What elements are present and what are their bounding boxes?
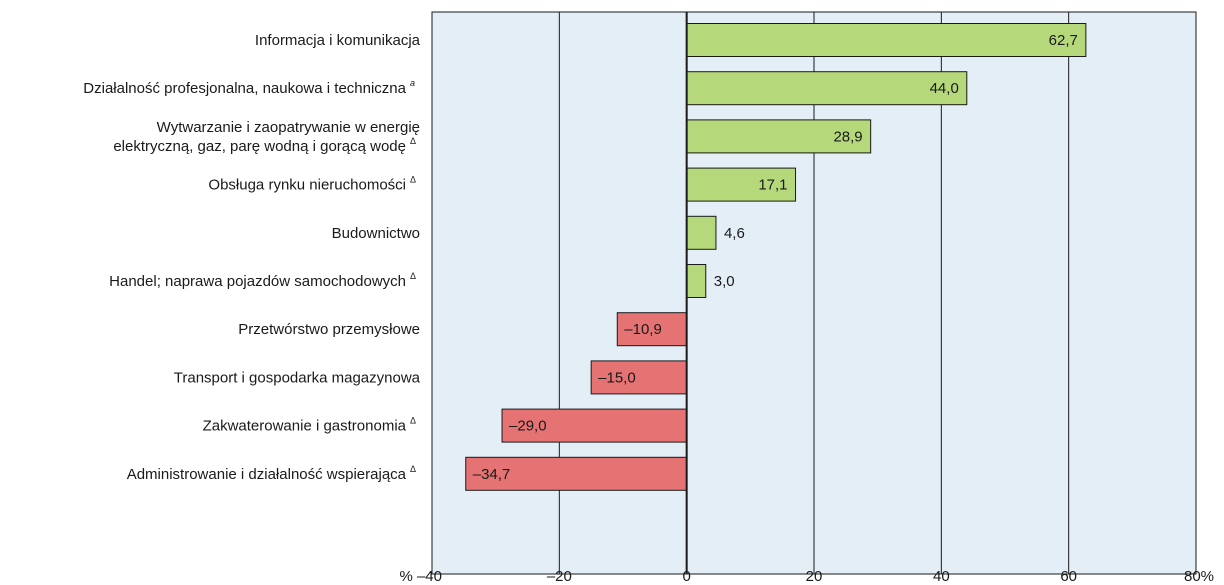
bar bbox=[501, 408, 688, 443]
bar bbox=[686, 215, 717, 250]
category-label: Obsługa rynku nieruchomości bbox=[208, 177, 406, 194]
bar bbox=[686, 264, 707, 298]
category-labels: Informacja i komunikacja Działalność prof… bbox=[83, 32, 420, 483]
category-footnote-marker: Δ bbox=[410, 136, 416, 146]
category-footnote-marker: Δ bbox=[410, 464, 416, 474]
x-tick-label: 20 bbox=[806, 568, 823, 585]
category-label: Przetwórstwo przemysłowe bbox=[238, 321, 420, 338]
category-footnote-marker: Δ bbox=[410, 271, 416, 281]
x-tick-label: 80% bbox=[1184, 568, 1214, 585]
bar bbox=[686, 71, 968, 106]
data-label: –15,0 bbox=[598, 369, 636, 386]
category-label: elektryczną, gaz, parę wodną i gorącą wo… bbox=[113, 138, 406, 155]
category-label: Budownictwo bbox=[332, 225, 420, 242]
x-tick-label: 60 bbox=[1060, 568, 1077, 585]
x-tick-label: –20 bbox=[547, 568, 572, 585]
data-label: –34,7 bbox=[473, 466, 511, 483]
bar bbox=[590, 360, 688, 395]
category-label: Transport i gospodarka magazynowa bbox=[174, 369, 421, 386]
category-label: Informacja i komunikacja bbox=[255, 32, 421, 49]
category-footnote-marker: Δ bbox=[410, 416, 416, 426]
data-label: 4,6 bbox=[724, 225, 745, 242]
category-label: Wytwarzanie i zaopatrywanie w energię bbox=[157, 119, 420, 136]
x-tick-label: % –40 bbox=[399, 568, 442, 585]
category-footnote-marker: a bbox=[410, 78, 415, 88]
category-label: Administrowanie i działalność wspierając… bbox=[127, 466, 407, 483]
category-footnote-marker: Δ bbox=[410, 175, 416, 185]
data-label: 44,0 bbox=[930, 80, 959, 97]
data-label: –29,0 bbox=[509, 418, 547, 435]
data-label: 28,9 bbox=[833, 128, 862, 145]
plot-frame bbox=[431, 11, 1197, 575]
category-label: Zakwaterowanie i gastronomia bbox=[203, 418, 407, 435]
data-label: 62,7 bbox=[1049, 32, 1078, 49]
bar bbox=[686, 119, 872, 154]
bars: 62,7 44,0 28,9 17,1 4,6 3,0 –10,9 –15,0 –29,0 –34… bbox=[465, 23, 1087, 491]
data-label: –10,9 bbox=[624, 321, 662, 338]
data-label: 3,0 bbox=[714, 273, 735, 290]
data-label: 17,1 bbox=[758, 177, 787, 194]
x-tick-label: 40 bbox=[933, 568, 950, 585]
x-tick-label: 0 bbox=[682, 568, 690, 585]
bar bbox=[465, 456, 688, 491]
bar bbox=[616, 312, 688, 347]
x-axis-tick-labels: % –40 –20 0 20 40 60 80% bbox=[399, 568, 1214, 585]
bar bbox=[686, 23, 1087, 57]
category-label: Handel; naprawa pojazdów samochodowych bbox=[109, 273, 406, 290]
bar bbox=[686, 167, 797, 202]
category-label: Działalność profesjonalna, naukowa i tec… bbox=[83, 80, 406, 97]
